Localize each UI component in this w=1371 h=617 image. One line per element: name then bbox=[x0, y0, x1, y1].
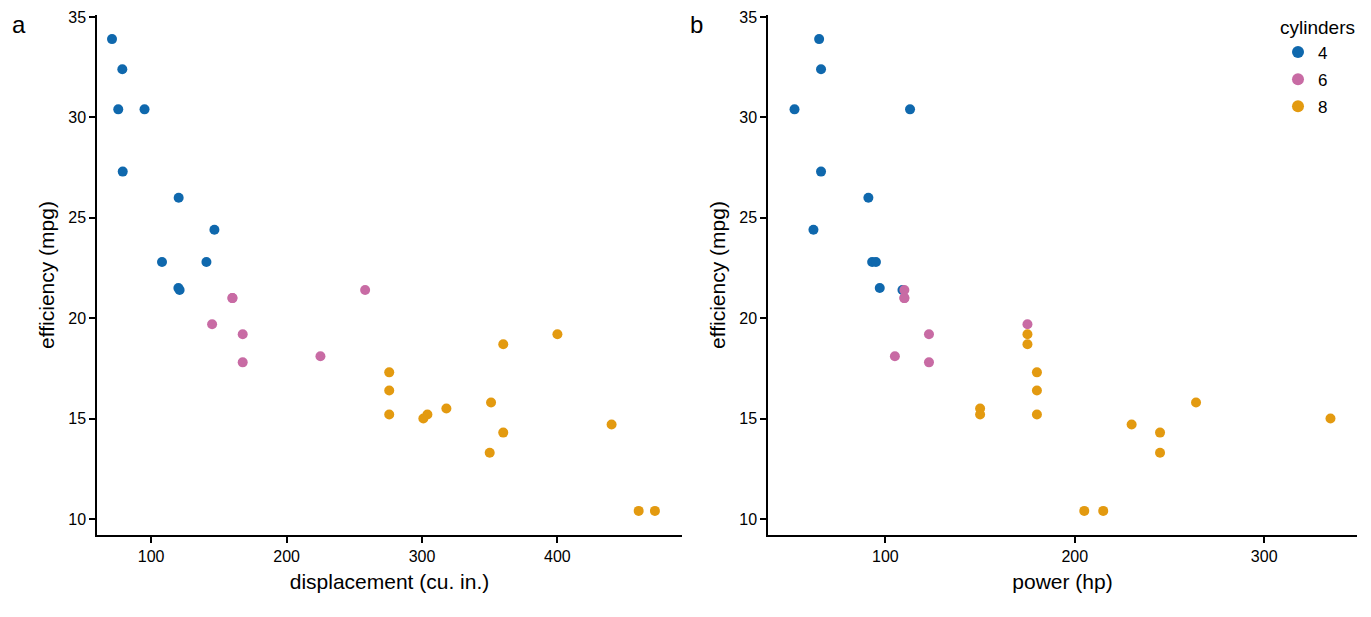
svg-text:b: b bbox=[690, 11, 703, 38]
svg-text:20: 20 bbox=[68, 310, 86, 327]
svg-text:power (hp): power (hp) bbox=[1012, 570, 1112, 593]
svg-text:10: 10 bbox=[68, 511, 86, 528]
svg-text:20: 20 bbox=[739, 310, 757, 327]
svg-text:15: 15 bbox=[739, 410, 757, 427]
svg-text:30: 30 bbox=[739, 109, 757, 126]
svg-text:200: 200 bbox=[273, 548, 300, 565]
svg-text:300: 300 bbox=[409, 548, 436, 565]
svg-text:efficiency (mpg): efficiency (mpg) bbox=[706, 201, 729, 349]
svg-text:200: 200 bbox=[1061, 548, 1088, 565]
svg-text:300: 300 bbox=[1251, 548, 1278, 565]
svg-text:displacement (cu. in.): displacement (cu. in.) bbox=[290, 570, 490, 593]
svg-text:100: 100 bbox=[138, 548, 165, 565]
svg-text:cylinders: cylinders bbox=[1280, 18, 1355, 39]
svg-text:4: 4 bbox=[1318, 44, 1327, 63]
svg-text:35: 35 bbox=[68, 9, 86, 26]
svg-text:a: a bbox=[12, 11, 26, 38]
svg-text:10: 10 bbox=[739, 511, 757, 528]
svg-text:35: 35 bbox=[739, 9, 757, 26]
svg-text:25: 25 bbox=[68, 209, 86, 226]
svg-text:6: 6 bbox=[1318, 71, 1327, 90]
svg-text:efficiency (mpg): efficiency (mpg) bbox=[35, 201, 58, 349]
svg-text:400: 400 bbox=[544, 548, 571, 565]
svg-text:8: 8 bbox=[1318, 98, 1327, 117]
svg-text:30: 30 bbox=[68, 109, 86, 126]
svg-text:25: 25 bbox=[739, 209, 757, 226]
svg-text:100: 100 bbox=[872, 548, 899, 565]
svg-text:15: 15 bbox=[68, 410, 86, 427]
